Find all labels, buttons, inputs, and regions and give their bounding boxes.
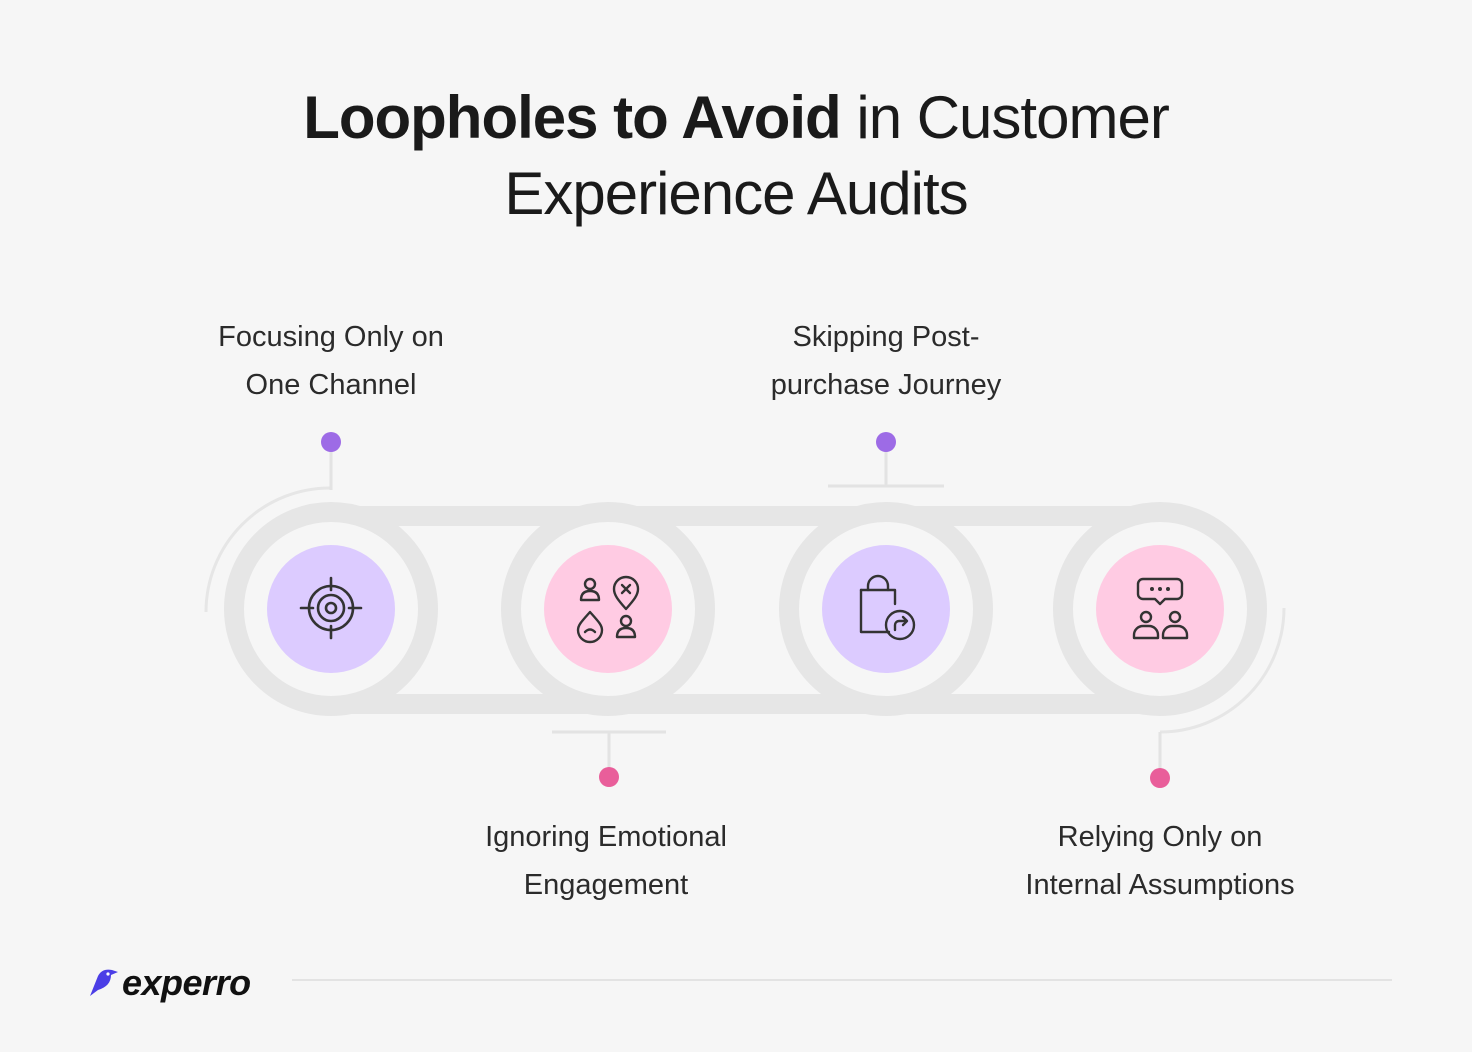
node-1 [267, 545, 395, 673]
bird-icon [90, 969, 118, 996]
discussion-people-icon [1132, 577, 1189, 640]
brand-name: experro [122, 962, 251, 1003]
shopping-bag-return-icon [859, 574, 916, 641]
emotion-people-icon [576, 575, 640, 644]
outer-arc-left [204, 486, 331, 613]
title-regular: in Customer [856, 84, 1169, 151]
step-label-3: Skipping Post- purchase Journey [706, 313, 1066, 409]
step-label-4-line1: Relying Only on [1057, 821, 1263, 853]
title-line2: Experience Audits [504, 160, 968, 227]
node-3 [822, 545, 950, 673]
step-label-1-line2: One Channel [245, 369, 417, 401]
title-bold: Loopholes to Avoid [303, 84, 841, 151]
step-dot-3 [876, 432, 896, 452]
target-icon [299, 576, 363, 640]
step-label-3-line1: Skipping Post- [792, 321, 980, 353]
node-2 [544, 545, 672, 673]
step-dot-2 [599, 767, 619, 787]
node-rings [224, 502, 1267, 716]
connectors [329, 450, 1162, 770]
step-label-1-line1: Focusing Only on [218, 321, 444, 353]
step-label-2-line2: Engagement [523, 869, 689, 901]
step-label-2: Ignoring Emotional Engagement [426, 813, 786, 909]
step-label-4: Relying Only on Internal Assumptions [980, 813, 1340, 909]
footer-divider [292, 979, 1392, 981]
step-dot-4 [1150, 768, 1170, 788]
node-4 [1096, 545, 1224, 673]
step-label-4-line2: Internal Assumptions [1025, 869, 1295, 901]
page-title: Loopholes to Avoid in Customer Experienc… [0, 80, 1472, 232]
step-dot-1 [321, 432, 341, 452]
step-label-1: Focusing Only on One Channel [151, 313, 511, 409]
step-label-3-line2: purchase Journey [770, 369, 1002, 401]
outer-arc-right [1159, 607, 1286, 734]
brand-logo: experro [86, 958, 251, 1008]
step-label-2-line1: Ignoring Emotional [485, 821, 727, 853]
